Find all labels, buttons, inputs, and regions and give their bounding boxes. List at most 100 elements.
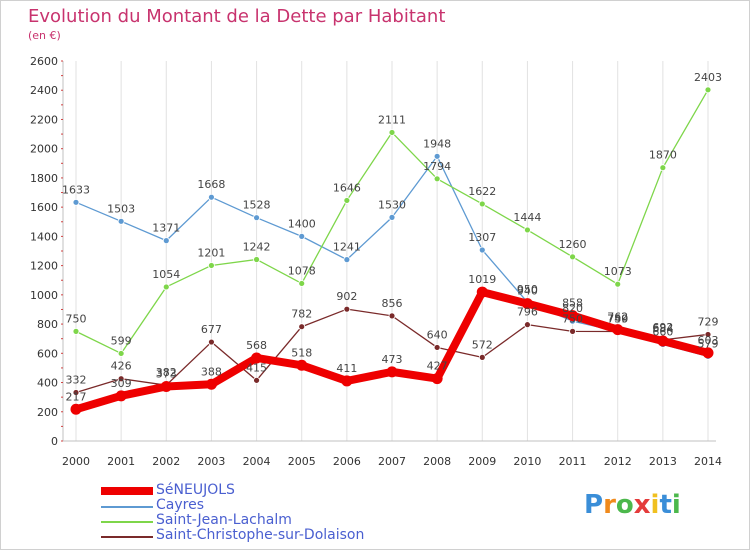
data-label: 902 [336,290,357,303]
data-label: 579 [698,337,719,350]
data-point [253,214,260,222]
data-point [388,129,396,136]
logo-letter: o [615,490,634,520]
data-point [298,323,306,331]
legend-label-seneujols: SéNEUJOLS [156,482,235,498]
data-point [298,232,306,240]
data-label: 1371 [152,222,180,235]
data-point [569,327,576,335]
data-label: 950 [517,283,538,296]
data-label: 1646 [333,181,361,194]
data-point [208,338,215,346]
x-tick-label: 2013 [649,455,677,468]
logo-letter: r [603,490,616,520]
data-point [521,298,533,310]
data-label: 426 [111,360,132,373]
data-point [524,321,531,329]
data-point [343,305,351,313]
data-label: 640 [427,328,448,341]
data-point [251,352,263,364]
data-label: 782 [291,308,312,321]
data-label: 427 [427,360,448,373]
y-tick-label: 1600 [30,201,58,214]
legend-label-saint-christophe: Saint-Christophe-sur-Dolaison [156,527,365,543]
data-point [386,366,398,378]
data-label: 856 [382,297,403,310]
data-label: 1307 [468,231,496,244]
logo-letter: P [584,490,604,520]
x-tick-label: 2005 [288,455,316,468]
data-label: 1633 [62,183,90,196]
data-point [524,226,531,234]
data-point [70,403,82,415]
y-tick-label: 1400 [30,230,58,243]
y-tick-label: 800 [37,318,58,331]
data-point [433,344,441,351]
data-label: 1078 [288,264,316,277]
data-label: 750 [66,312,87,325]
data-point [208,262,215,269]
data-label: 1260 [559,238,587,251]
data-label: 684 [652,322,673,335]
data-label: 1201 [197,246,225,259]
x-tick-label: 2008 [423,455,451,468]
data-point [72,327,80,335]
data-label: 1400 [288,217,316,230]
data-point [478,246,486,254]
y-tick-label: 2400 [30,84,58,97]
data-point [704,331,712,338]
data-point [388,312,396,320]
logo-letter: i [671,490,681,520]
x-tick-label: 2004 [243,455,271,468]
data-label: 388 [201,365,222,378]
data-label: 332 [66,373,87,386]
data-point [343,256,351,264]
data-point [298,280,306,287]
data-point [476,286,488,298]
data-label: 572 [472,338,493,351]
data-point [117,217,125,225]
x-tick-label: 2001 [107,455,135,468]
data-label: 940 [517,285,538,298]
x-tick-label: 2014 [694,455,722,468]
data-point [341,375,353,387]
data-point [659,164,667,172]
data-label: 599 [111,334,132,347]
data-point [117,375,125,383]
data-label: 677 [201,323,222,336]
data-point [208,193,215,201]
data-label: 1794 [423,160,451,173]
data-point [702,347,714,359]
y-tick-label: 1200 [30,260,58,273]
data-point [433,152,441,160]
y-tick-label: 2600 [30,55,58,68]
data-point [117,350,125,357]
chart-subtitle: (en €) [28,29,61,42]
data-point [160,380,172,392]
data-point [162,237,170,245]
x-tick-label: 2003 [197,455,225,468]
x-tick-label: 2007 [378,455,406,468]
data-point [612,324,624,336]
x-tick-label: 2009 [468,455,496,468]
data-point [388,213,396,221]
data-label: 1073 [604,265,632,278]
data-label: 660 [652,326,673,339]
data-point [569,253,576,261]
data-label: 473 [382,353,403,366]
y-tick-label: 600 [37,347,58,360]
data-point [205,378,217,390]
logo-letter: x [633,490,651,520]
data-label: 750 [607,312,628,325]
data-label: 1530 [378,198,406,211]
data-label: 820 [562,302,583,315]
data-label: 1444 [513,211,541,224]
data-point [253,256,260,263]
proxiti-logo: Proxiti [584,490,681,520]
data-point [343,197,351,204]
data-label: 415 [246,361,267,374]
data-label: 1241 [333,241,361,254]
data-label: 1870 [649,149,677,162]
legend-swatch-saint-christophe [101,536,153,538]
data-label: 692 [652,321,673,334]
